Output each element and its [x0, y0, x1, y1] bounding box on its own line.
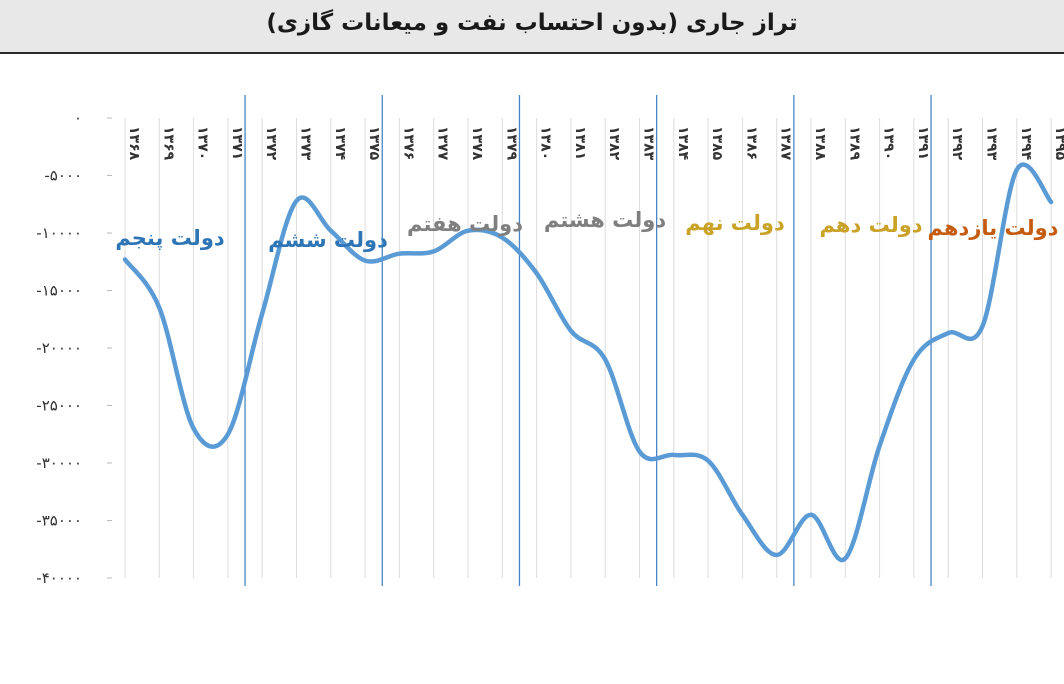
data-point [261, 313, 263, 315]
government-label: دولت هشتم [544, 208, 666, 232]
data-point [433, 250, 435, 252]
data-point [776, 554, 778, 556]
data-point [124, 258, 126, 260]
x-tick-label: ۱۳۷۳ [298, 126, 314, 161]
data-point [364, 260, 366, 262]
data-point [193, 428, 195, 430]
x-tick-label: ۱۳۶۹ [160, 126, 176, 161]
x-tick-label: ۱۳۷۰ [195, 126, 211, 160]
x-tick-label: ۱۳۹۱ [915, 126, 931, 160]
data-point [1016, 169, 1018, 171]
data-point [501, 237, 503, 239]
data-point [1050, 201, 1052, 203]
x-tick-label: ۱۳۸۰ [538, 126, 554, 160]
government-label: دولت دهم [819, 213, 922, 237]
data-point [947, 332, 949, 334]
data-point [570, 330, 572, 332]
data-point [982, 325, 984, 327]
data-series-line [122, 162, 1054, 563]
government-label: دولت هفتم [407, 212, 523, 236]
y-tick-label: -۳۵۰۰۰ [36, 512, 82, 530]
x-tick-label: ۱۳۹۵ [1052, 126, 1064, 161]
x-tick-label: ۱۳۷۲ [263, 126, 279, 161]
data-point [158, 307, 160, 309]
x-tick-label: ۱۳۷۷ [435, 126, 451, 161]
x-tick-label: ۱۳۷۱ [229, 126, 245, 160]
government-label: دولت یازدهم [928, 216, 1059, 240]
x-tick-label: ۱۳۸۵ [709, 126, 725, 161]
x-tick-label: ۱۳۷۶ [400, 126, 416, 160]
y-tick-label: ۰ [74, 109, 82, 127]
data-point [639, 451, 641, 453]
data-point [741, 514, 743, 516]
y-tick-label: -۱۰۰۰۰ [36, 224, 82, 242]
data-point [296, 200, 298, 202]
chart-title: تراز جاری (بدون احتساب نفت و میعانات گاز… [266, 10, 798, 36]
x-tick-label: ۱۳۸۱ [572, 126, 588, 160]
x-tick-label: ۱۳۷۴ [332, 126, 348, 161]
government-label: دولت نهم [685, 211, 785, 235]
data-point [844, 557, 846, 559]
data-point [707, 460, 709, 462]
y-tick-label: -۲۰۰۰۰ [36, 339, 82, 357]
y-tick-label: -۵۰۰۰ [44, 167, 82, 185]
x-tick-label: ۱۳۹۰ [881, 126, 897, 160]
x-tick-label: ۱۳۷۸ [469, 126, 485, 161]
x-tick-label: ۱۳۷۵ [366, 126, 382, 161]
y-tick-label: -۲۵۰۰۰ [36, 397, 82, 415]
x-tick-label: ۱۳۸۴ [675, 126, 691, 161]
x-tick-label: ۱۳۷۹ [503, 126, 519, 161]
x-tick-label: ۱۳۸۶ [743, 126, 759, 160]
data-point [604, 359, 606, 361]
x-tick-label: ۱۳۶۸ [126, 126, 142, 161]
y-tick-label: -۳۰۰۰۰ [36, 454, 82, 472]
x-tick-label: ۱۳۸۸ [812, 126, 828, 161]
x-tick-label: ۱۳۹۴ [1018, 126, 1034, 161]
y-tick-label: -۴۰۰۰۰ [36, 569, 82, 587]
chart-header: تراز جاری (بدون احتساب نفت و میعانات گاز… [0, 0, 1064, 54]
x-tick-label: ۱۳۸۹ [846, 126, 862, 161]
data-point [536, 272, 538, 274]
government-label: دولت پنجم [115, 226, 225, 250]
data-point [879, 445, 881, 447]
data-point [398, 253, 400, 255]
x-tick-label: ۱۳۸۷ [778, 126, 794, 161]
x-tick-label: ۱۳۸۲ [606, 126, 622, 161]
x-tick-label: ۱۳۸۳ [641, 126, 657, 161]
data-point [810, 514, 812, 516]
data-point [227, 433, 229, 435]
y-tick-label: -۱۵۰۰۰ [36, 282, 82, 300]
data-point [673, 454, 675, 456]
x-tick-label: ۱۳۹۲ [949, 126, 965, 161]
data-point [913, 359, 915, 361]
x-tick-label: ۱۳۹۳ [984, 126, 1000, 161]
government-label: دولت ششم [268, 228, 388, 252]
